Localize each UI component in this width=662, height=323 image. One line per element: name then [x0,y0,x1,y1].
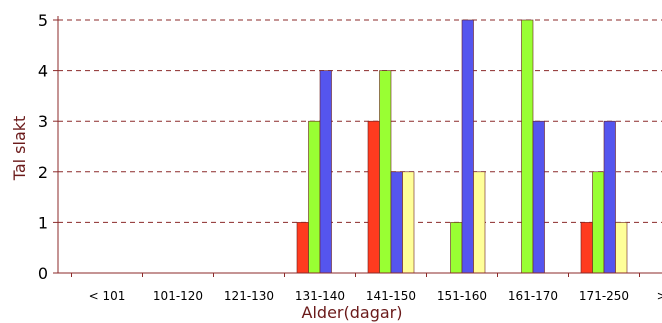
x-tick-label: 121-130 [224,289,274,303]
y-tick-label: 3 [38,112,48,131]
gridlines [58,19,662,223]
bar [615,222,628,274]
bar [390,171,403,274]
x-tick-label: 101-120 [153,289,203,303]
y-tick-labels: 0 1 2 3 4 5 [38,11,48,283]
bar [473,171,486,274]
x-axis-title: Alder(dagar) [302,303,403,322]
x-tick-labels: < 101 101-120 121-130 131-140 141-150 151-160… [89,289,662,303]
bar [308,120,321,274]
y-tick-label: 5 [38,11,48,30]
x-tick-label: > 250 [657,289,662,303]
bar [367,120,380,274]
bar [580,222,593,274]
bar [532,120,545,274]
y-axis-title: Tal slakt [10,116,29,182]
y-tick-label: 2 [38,163,48,182]
y-tick-label: 4 [38,62,48,81]
bar [521,19,534,274]
x-tick-label: 151-160 [437,289,487,303]
y-tick-label: 1 [38,213,48,232]
bar [402,171,415,274]
axes [53,16,662,277]
bar [603,120,616,274]
x-tick-label: 131-140 [295,289,345,303]
x-tick-label: < 101 [89,289,126,303]
x-tick-label: 141-150 [366,289,416,303]
bar [450,222,463,274]
x-tick-label: 171-250 [579,289,629,303]
bar [592,171,605,274]
bar [461,19,474,274]
bars [296,19,628,274]
x-tick-label: 161-170 [508,289,558,303]
bar [319,70,332,274]
bar [379,70,392,274]
y-tick-label: 0 [38,264,48,283]
bar [296,222,309,274]
